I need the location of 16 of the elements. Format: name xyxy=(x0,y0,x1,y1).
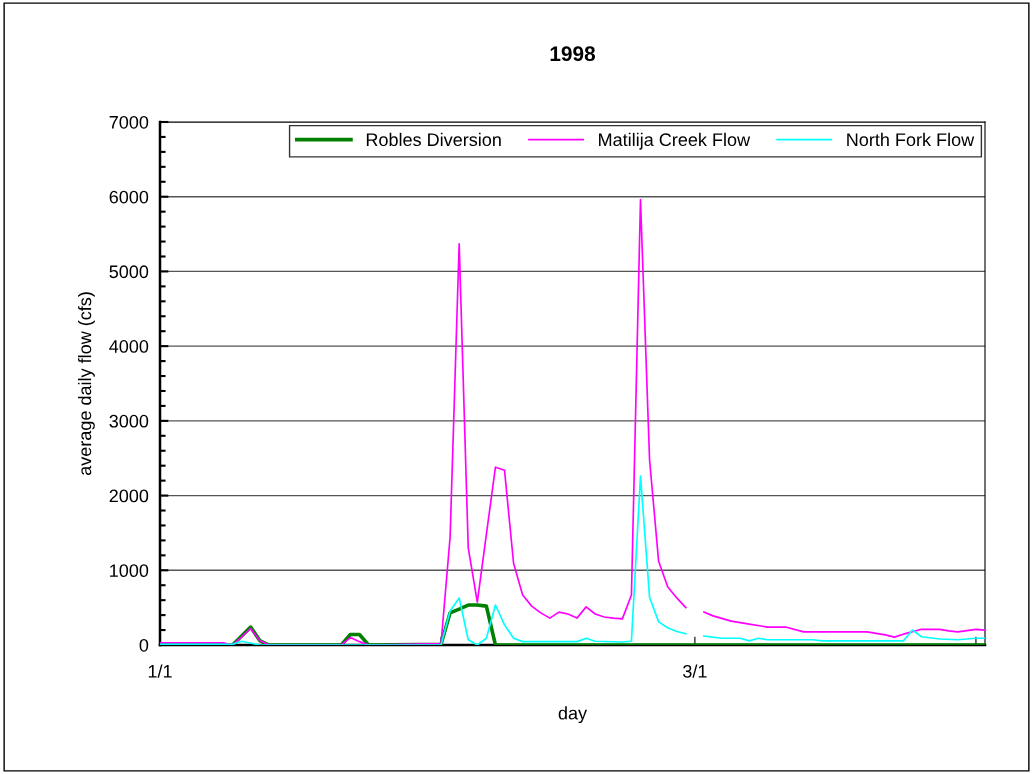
legend-label: Matilija Creek Flow xyxy=(599,132,751,150)
y-tick-label: 7000 xyxy=(109,115,149,129)
y-tick-label: 6000 xyxy=(109,190,149,204)
x-tick-label: 1/1 xyxy=(148,664,172,678)
x-axis-title: day xyxy=(558,706,588,724)
legend-label: North Fork Flow xyxy=(847,132,975,147)
legend-label: Robles Diversion xyxy=(366,132,501,147)
y-tick-label: 1000 xyxy=(110,564,149,578)
y-tick-label: 5000 xyxy=(109,265,149,279)
y-tick-label: 2000 xyxy=(109,489,149,503)
chart-title: 1998 xyxy=(550,46,596,62)
y-tick-label: 0 xyxy=(139,638,149,652)
y-tick-label: 4000 xyxy=(109,340,149,353)
y-axis-title: average daily flow (cfs) xyxy=(78,292,95,476)
x-tick-label: 3/1 xyxy=(683,664,707,678)
y-tick-label: 3000 xyxy=(109,414,149,428)
